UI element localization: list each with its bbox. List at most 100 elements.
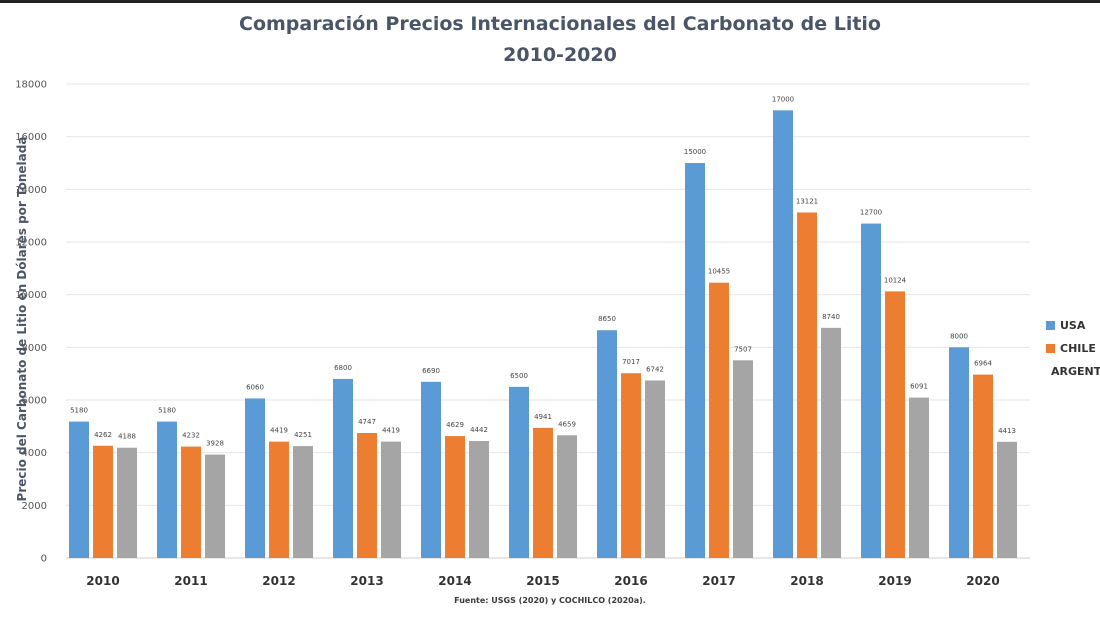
legend-label: ARGENTINA [1051,365,1100,378]
bar [269,441,289,558]
data-label: 4188 [118,433,136,441]
legend-swatch [1046,344,1055,353]
data-label: 6742 [646,365,664,373]
legend-item: CHILE [1046,337,1100,360]
legend-swatch [1046,321,1055,330]
data-label: 12700 [860,209,882,217]
bar [117,447,137,558]
bar [357,432,377,558]
bars [69,110,1017,559]
data-label: 8000 [950,332,968,340]
data-label: 8740 [822,313,840,321]
bar [93,445,113,558]
y-tick-label: 10000 [15,290,47,301]
data-label: 5180 [70,407,88,415]
data-label: 8650 [598,315,616,323]
bar [597,330,617,558]
data-label: 4659 [558,420,576,428]
data-labels: 5180 4262 4188 5180 4232 3928 6060 4419 4251 6800… [70,95,1016,447]
bar [973,374,993,558]
bar [181,446,201,558]
x-tick-label: 2020 [966,574,999,588]
legend: USA CHILE ARGENTINA [1046,314,1100,383]
data-label: 4941 [534,413,552,421]
x-tick-label: 2016 [614,574,647,588]
data-label: 5180 [158,407,176,415]
bar [685,163,705,558]
data-label: 10124 [884,276,907,284]
bar [293,446,313,558]
data-label: 4629 [446,421,464,429]
chart-title: Comparación Precios Internacionales del … [239,13,881,35]
data-label: 10455 [708,268,730,276]
y-tick-label: 0 [41,554,47,565]
y-tick-label: 18000 [15,80,47,91]
x-tick-label: 2018 [790,574,823,588]
y-tick-labels: 0 2000 4000 6000 8000 10000 12000 14000 16000 180… [15,80,47,565]
legend-label: CHILE [1060,342,1096,355]
y-tick-label: 16000 [15,132,47,143]
x-tick-label: 2015 [526,574,559,588]
top-border [0,0,1100,3]
x-tick-label: 2013 [350,574,383,588]
x-tick-label: 2012 [262,574,295,588]
bar [557,435,577,558]
bar [205,454,225,558]
data-label: 7017 [622,358,640,366]
bar [509,386,529,558]
bar [421,381,441,558]
data-label: 17000 [772,95,794,103]
bar [733,360,753,558]
source-note: Fuente: USGS (2020) y COCHILCO (2020a). [454,596,646,605]
y-tick-label: 8000 [22,343,47,354]
x-tick-label: 2019 [878,574,911,588]
data-label: 6500 [510,372,528,380]
bar [381,441,401,558]
bar [997,441,1017,558]
y-tick-label: 6000 [22,396,47,407]
x-tick-label: 2017 [702,574,735,588]
bar [533,427,553,558]
bar [909,397,929,558]
data-label: 13121 [796,197,818,205]
data-label: 4413 [998,427,1016,435]
bar [333,378,353,558]
bar [773,110,793,558]
data-label: 4262 [94,431,112,439]
bar [445,436,465,558]
bar [69,421,89,558]
bar [709,282,729,558]
bar [821,327,841,558]
bar [861,223,881,559]
x-tick-labels: 2010 2011 2012 2013 2014 2015 2016 2017 2018 2019… [86,574,999,588]
legend-item: ARGENTINA [1046,360,1100,383]
y-tick-label: 12000 [15,238,47,249]
bar [797,212,817,558]
data-label: 6091 [910,383,928,391]
data-label: 6060 [246,383,264,391]
chart-subtitle: 2010-2020 [503,44,617,66]
bar [885,291,905,558]
data-label: 6690 [422,367,440,375]
data-label: 4747 [358,418,376,426]
data-label: 4419 [382,427,400,435]
data-label: 15000 [684,148,706,156]
data-label: 6964 [974,360,992,368]
bar [469,441,489,558]
bar [949,347,969,558]
data-label: 6800 [334,364,352,372]
bar [645,380,665,558]
legend-item: USA [1046,314,1100,337]
data-label: 4251 [294,431,312,439]
bar [157,421,177,558]
y-tick-label: 14000 [15,185,47,196]
data-label: 7507 [734,345,752,353]
data-label: 4442 [470,426,488,434]
x-tick-label: 2010 [86,574,119,588]
legend-label: USA [1060,319,1086,332]
x-tick-label: 2014 [438,574,471,588]
data-label: 3928 [206,440,224,448]
y-tick-label: 4000 [22,448,47,459]
y-tick-label: 2000 [22,501,47,512]
